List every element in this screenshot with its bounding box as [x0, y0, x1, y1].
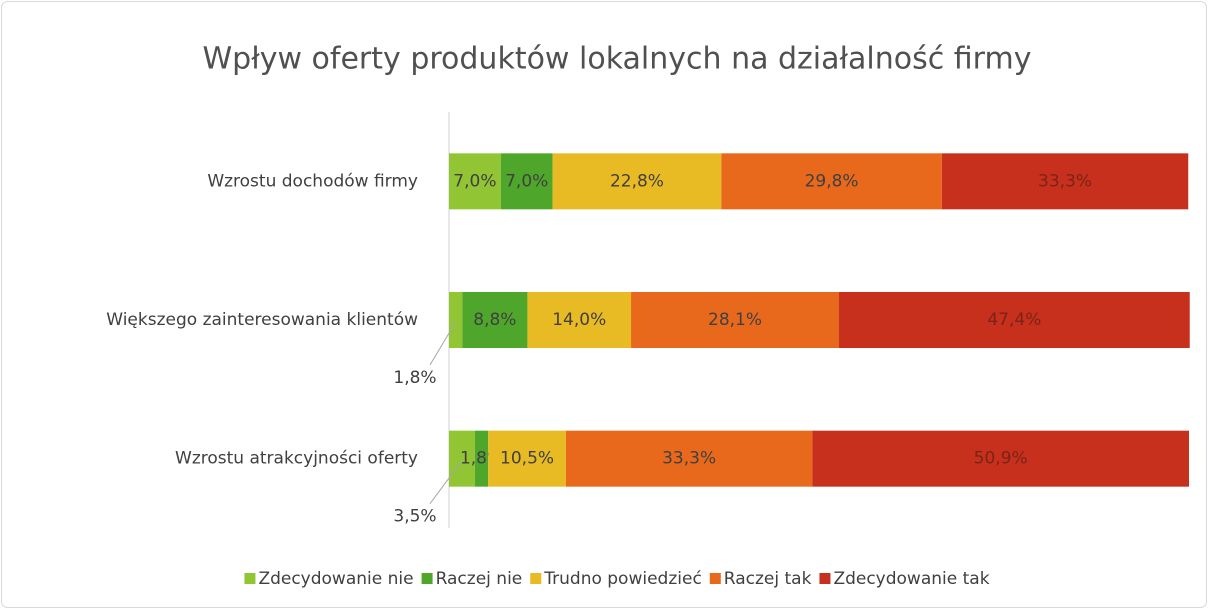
chart-title: Wpływ oferty produktów lokalnych na dzia… [203, 42, 1032, 77]
bar-segment [488, 430, 566, 487]
bar-segment [449, 153, 501, 210]
value-label: 33,3% [662, 449, 716, 469]
value-label: 10,5% [500, 449, 554, 469]
legend-swatch [530, 573, 542, 584]
value-label: 3,5% [393, 507, 436, 527]
bar-segment [462, 292, 528, 348]
legend-label: Raczej nie [436, 569, 523, 589]
value-label: 29,8% [805, 171, 859, 191]
leader-line [429, 460, 463, 504]
bar-segment [631, 292, 839, 348]
value-label: 14,0% [552, 310, 606, 330]
value-label: 7,0% [505, 171, 548, 191]
legend-swatch [819, 573, 831, 584]
bar-segment [449, 430, 475, 487]
legend-label: Trudno powiedzieć [543, 569, 702, 589]
legend-label: Zdecydowanie tak [833, 569, 989, 589]
value-label: 8,8% [473, 310, 516, 330]
bar-segment [721, 153, 942, 210]
bar-segment [500, 153, 553, 210]
y-tick-label: Większego zainteresowania klientów [106, 310, 418, 330]
bar-segment [565, 430, 813, 487]
y-tick-label: Wzrostu atrakcyjności oferty [175, 449, 418, 469]
bar-segment [449, 292, 463, 348]
bar-segment [838, 292, 1190, 348]
value-label: 47,4% [987, 310, 1041, 330]
bar-segment [941, 153, 1189, 210]
value-label: 22,8% [610, 171, 664, 191]
value-label: 50,9% [974, 449, 1028, 469]
value-label: 28,1% [708, 310, 762, 330]
legend-label: Raczej tak [724, 569, 812, 589]
bar-segment [812, 430, 1189, 487]
legend-swatch [244, 573, 256, 584]
bar-segment [527, 292, 632, 348]
value-label: 33,3% [1038, 171, 1092, 191]
bar-segment [474, 430, 489, 487]
legend-swatch [709, 573, 721, 584]
legend-swatch [421, 573, 433, 584]
bar-segment [552, 153, 722, 210]
y-tick-label: Wzrostu dochodów firmy [207, 171, 418, 191]
value-label: 7,0% [453, 171, 496, 191]
legend-label: Zdecydowanie nie [258, 569, 413, 589]
value-label: 1,8% [393, 368, 436, 388]
leader-line [429, 321, 457, 366]
